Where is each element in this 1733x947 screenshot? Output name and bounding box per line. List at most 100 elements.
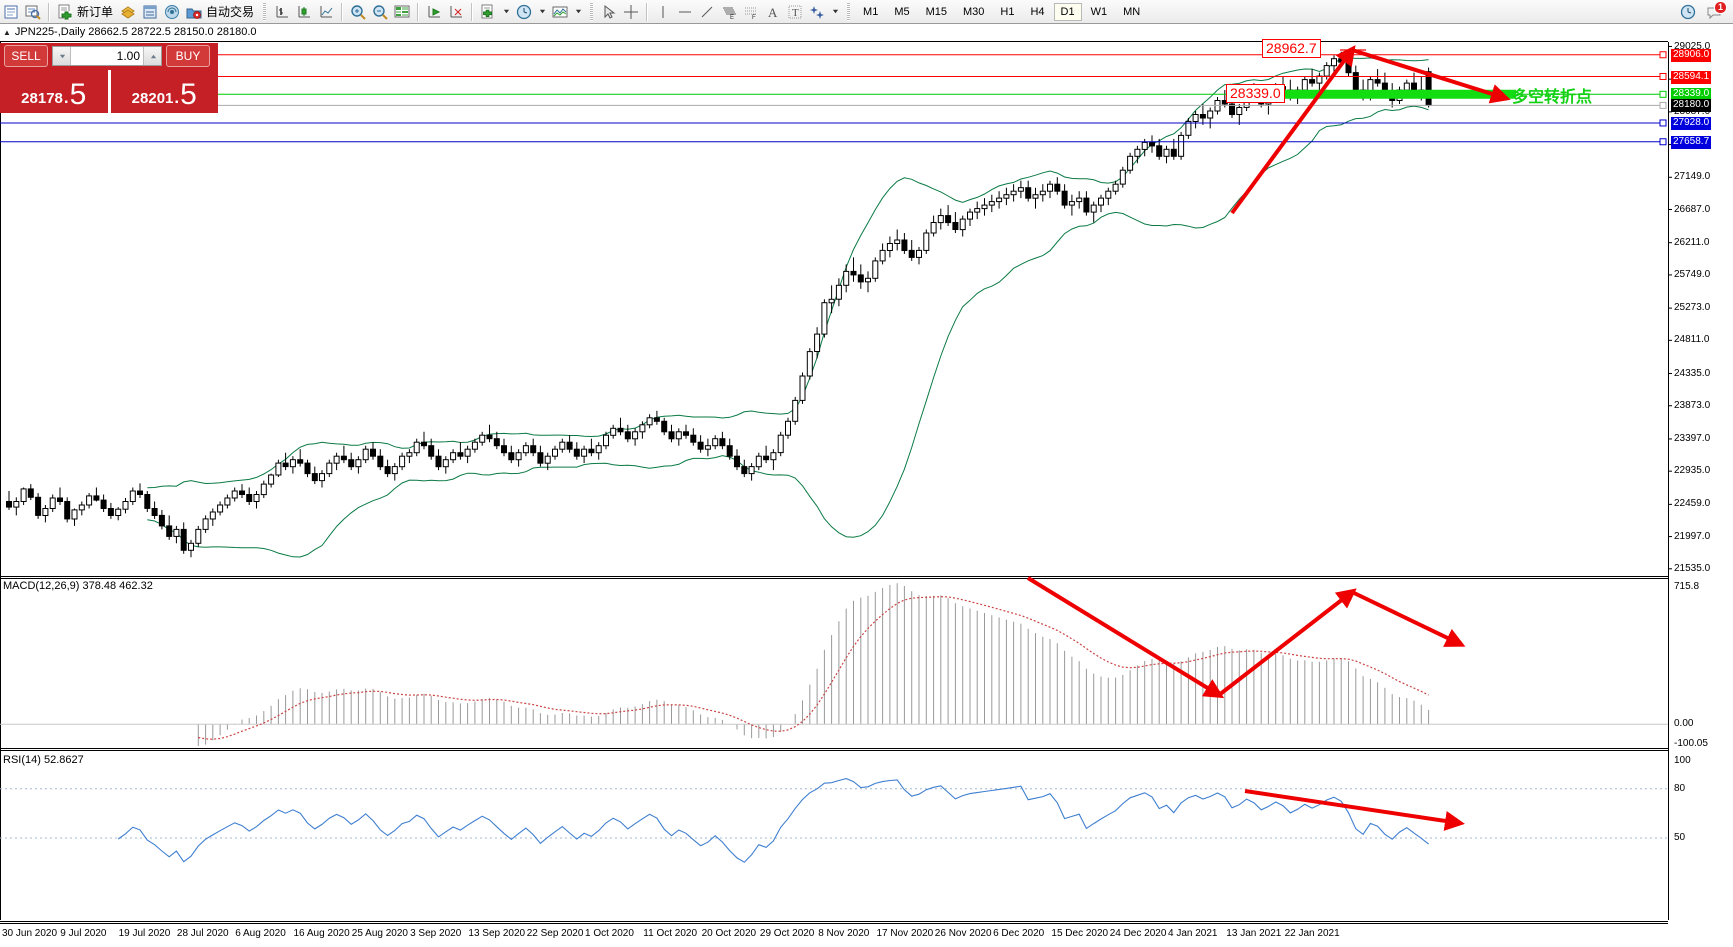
buy-price[interactable]: 28201 . 5 [111,70,219,113]
timeframe-button-d1[interactable]: D1 [1053,2,1082,21]
volume-input[interactable]: 1.00 [116,49,140,63]
main-toolbar: 新订单 自动交易 [0,0,1733,24]
price-line-label[interactable]: 28594.1 [1671,70,1712,84]
svg-text:E: E [730,15,734,20]
toolbar-right-group: 1 [1677,0,1733,23]
label-icon[interactable]: T [784,1,806,23]
buy-button[interactable]: BUY [166,45,210,67]
data-grid-icon[interactable] [391,1,413,23]
macd-axis-tick: 0.00 [1674,718,1694,730]
text-icon[interactable]: A [762,1,784,23]
buy-price-separator: . [174,88,180,107]
sell-price[interactable]: 28178 . 5 [0,70,108,113]
vertical-line-icon[interactable] [652,1,674,23]
rsi-axis-tick: 50 [1674,832,1686,843]
candlestick-chart-icon[interactable] [293,1,315,23]
price-axis-tick: 25273.0 [1674,302,1711,314]
price-axis-tick: 26211.0 [1674,236,1710,248]
price-line-label[interactable]: 28339.0 [1671,88,1712,102]
sell-price-separator: . [63,88,69,107]
chevron-down-icon[interactable] [571,1,585,23]
auto-scroll-icon[interactable] [445,1,467,23]
timeframe-button-m30[interactable]: M30 [963,5,985,18]
clock-icon[interactable] [1677,1,1699,23]
annotation-peak-label[interactable]: 28962.7 [1262,39,1321,58]
time-axis-label: 3 Sep 2020 [410,928,462,939]
toolbar-separator-4 [471,2,474,21]
terminal-icon[interactable] [0,1,22,23]
volume-increase-button[interactable] [143,47,161,65]
price-line-label[interactable]: 28906.0 [1671,48,1712,62]
indicators-icon[interactable] [549,1,571,23]
notification-icon[interactable]: 1 [1699,0,1729,23]
trade-panel-prices: 28178 . 5 28201 . 5 [0,70,218,113]
rsi-indicator-label: RSI(14) 52.8627 [3,754,84,766]
annotation-support-label[interactable]: 28339.0 [1226,84,1285,103]
price-axis-tick: 24335.0 [1674,367,1711,379]
horizontal-line-icon[interactable] [674,1,696,23]
autotrading-icon[interactable] [183,1,205,23]
timeframe-button-h4[interactable]: H4 [1030,5,1045,18]
zoom-out-icon[interactable] [369,1,391,23]
toolbar-separator [48,2,50,21]
time-axis-label: 11 Oct 2020 [643,928,698,939]
price-axis-tick: 26687.0 [1674,203,1711,215]
timeframe-button-h1[interactable]: H1 [1000,5,1015,18]
bar-chart-icon[interactable] [271,1,293,23]
line-chart-icon[interactable] [315,1,337,23]
zoom-in-icon[interactable] [347,1,369,23]
fibonacci-icon[interactable]: E [718,1,740,23]
timeframe-group: M1 M5 M15 M30 H1 H4 D1 W1 MN [855,2,1148,21]
timeframe-button-m1[interactable]: M1 [863,5,879,18]
cursor-icon[interactable] [598,1,620,23]
price-line-label[interactable]: 27658.7 [1671,135,1712,149]
collapse-triangle-icon[interactable]: ▲ [3,27,11,37]
price-axis-tick: 22459.0 [1674,498,1711,510]
toolbar-grip-3[interactable] [847,2,851,21]
annotation-note-text[interactable]: 多空转折点 [1512,89,1593,106]
one-click-trading-panel: SELL 1.00 BUY 28178 . 5 28201 . 5 [0,43,218,113]
price-axis-tick: 29025.0 [1674,40,1711,52]
timeframe-button-m5[interactable]: M5 [894,5,910,18]
templates-icon[interactable] [477,1,499,23]
time-axis-label: 13 Jan 2021 [1226,928,1282,939]
trade-panel-divider [107,70,111,113]
time-axis-label: 19 Jul 2020 [118,928,171,939]
toolbar-grip-2[interactable] [590,2,594,21]
channel-icon[interactable]: F [740,1,762,23]
new-order-icon[interactable] [54,1,76,23]
time-axis-label: 15 Dec 2020 [1051,928,1109,939]
chevron-down-icon[interactable] [499,1,513,23]
periods-icon[interactable] [513,1,535,23]
signals-icon[interactable] [161,1,183,23]
sell-button[interactable]: SELL [4,45,48,67]
data-window-icon[interactable] [139,1,161,23]
price-line-label[interactable]: 27928.0 [1671,117,1712,130]
time-axis-label: 20 Oct 2020 [701,928,757,939]
expert-advisors-icon[interactable] [117,1,139,23]
time-axis-label: 13 Sep 2020 [468,928,526,939]
timeframe-button-w1[interactable]: W1 [1090,5,1108,18]
chevron-down-icon[interactable] [828,1,842,23]
toolbar-grip[interactable] [263,2,267,21]
new-order-label[interactable]: 新订单 [77,5,114,19]
shapes-icon[interactable] [806,1,828,23]
crosshair-icon[interactable] [620,1,642,23]
volume-decrease-button[interactable] [53,47,71,65]
timeframe-button-mn[interactable]: MN [1123,5,1141,18]
toolbar-separator-5 [646,2,649,21]
chart-title-row: ▲ JPN225-,Daily 28662.5 28722.5 28150.0 … [0,24,1733,40]
timeframe-button-m15[interactable]: M15 [925,5,947,18]
price-line-label[interactable]: 28180.0 [1671,99,1712,113]
volume-input-group[interactable]: 1.00 [52,46,162,66]
trendline-icon[interactable] [696,1,718,23]
chart-shift-icon[interactable] [423,1,445,23]
svg-text:A: A [768,5,778,20]
autotrading-label[interactable]: 自动交易 [206,5,255,19]
chevron-down-icon[interactable] [535,1,549,23]
market-watch-icon[interactable] [22,1,44,23]
rsi-axis-tick: 80 [1674,782,1686,794]
